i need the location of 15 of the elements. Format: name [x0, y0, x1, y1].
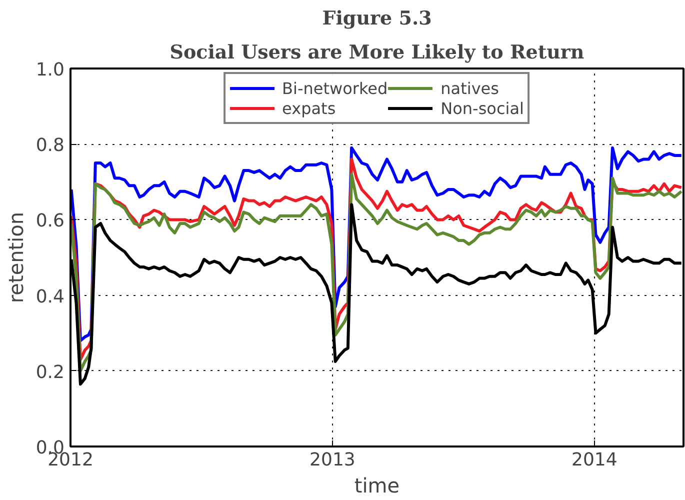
- chart-title: Figure 5.3: [322, 8, 432, 30]
- x-axis-title: time: [354, 474, 400, 498]
- y-tick-label: 1.0: [36, 60, 65, 80]
- legend-label: Non-social: [440, 98, 524, 118]
- legend-label: Bi-networked: [282, 78, 388, 98]
- legend-label: expats: [282, 98, 336, 118]
- legend-label: natives: [440, 78, 499, 98]
- y-tick-label: 0.4: [36, 286, 65, 308]
- x-tick-label: 2013: [310, 450, 356, 470]
- y-tick-label: 0.2: [36, 362, 65, 383]
- y-tick-label: 0.6: [36, 210, 65, 232]
- chart-subtitle: Social Users are More Likely to Return: [170, 42, 584, 64]
- x-tick-label: 2014: [572, 450, 618, 470]
- y-axis-title: retention: [4, 212, 28, 304]
- y-tick-label: 0.8: [36, 135, 65, 156]
